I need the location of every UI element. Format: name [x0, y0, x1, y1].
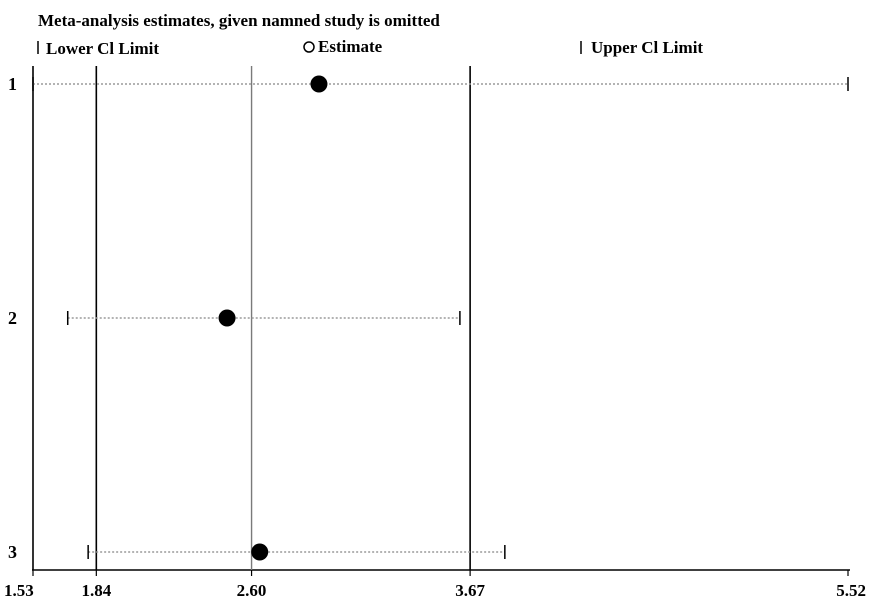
- study-row-2: 2: [8, 308, 461, 328]
- row-label: 3: [8, 542, 17, 562]
- estimate-point: [218, 309, 236, 327]
- row-label: 2: [8, 308, 17, 328]
- x-tick-label: 1.84: [81, 581, 111, 600]
- study-rows: 1 2 3: [8, 74, 849, 562]
- x-tick-label: 5.52: [836, 581, 866, 600]
- legend: Lower Cl Limit Estimate Upper Cl Limit: [37, 37, 703, 58]
- legend-lower-label: Lower Cl Limit: [46, 39, 159, 58]
- legend-estimate-marker: [303, 41, 315, 53]
- chart-title: Meta-analysis estimates, given namned st…: [38, 11, 440, 30]
- x-tick-label: 2.60: [237, 581, 267, 600]
- study-row-1: 1: [8, 74, 849, 94]
- x-tick-label: 3.67: [455, 581, 485, 600]
- x-tick-labels: 1.53 1.84 2.60 3.67 5.52: [4, 570, 866, 600]
- row-label: 1: [8, 74, 17, 94]
- legend-estimate-label: Estimate: [318, 37, 383, 56]
- study-row-3: 3: [8, 542, 506, 562]
- legend-upper-label: Upper Cl Limit: [591, 38, 703, 57]
- estimate-point: [251, 543, 269, 561]
- estimate-point: [310, 75, 328, 93]
- x-tick-label: 1.53: [4, 581, 34, 600]
